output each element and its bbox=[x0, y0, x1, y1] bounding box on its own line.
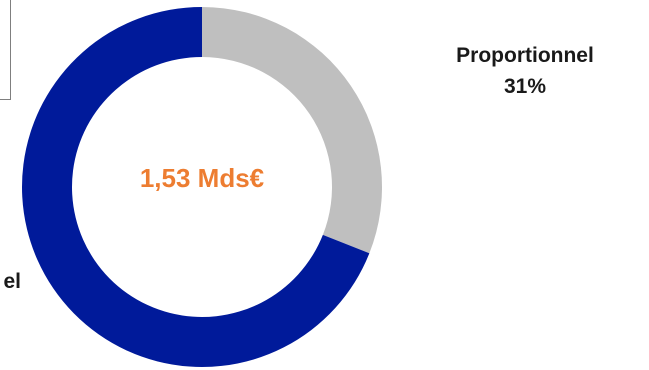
slice-label-proportionnel-name: Proportionnel bbox=[456, 44, 594, 67]
slice-label-left: el bbox=[3, 266, 21, 297]
legend-box-fragment bbox=[0, 0, 11, 100]
center-total-label: 1,53 Mds€ bbox=[139, 163, 265, 193]
donut-slices bbox=[22, 7, 383, 367]
donut-slice-0 bbox=[202, 7, 383, 254]
slice-label-proportionnel-value: 31% bbox=[503, 75, 547, 98]
slice-label-proportionnel: Proportionnel 31% bbox=[420, 40, 630, 102]
slice-label-left-name: el bbox=[3, 270, 21, 293]
